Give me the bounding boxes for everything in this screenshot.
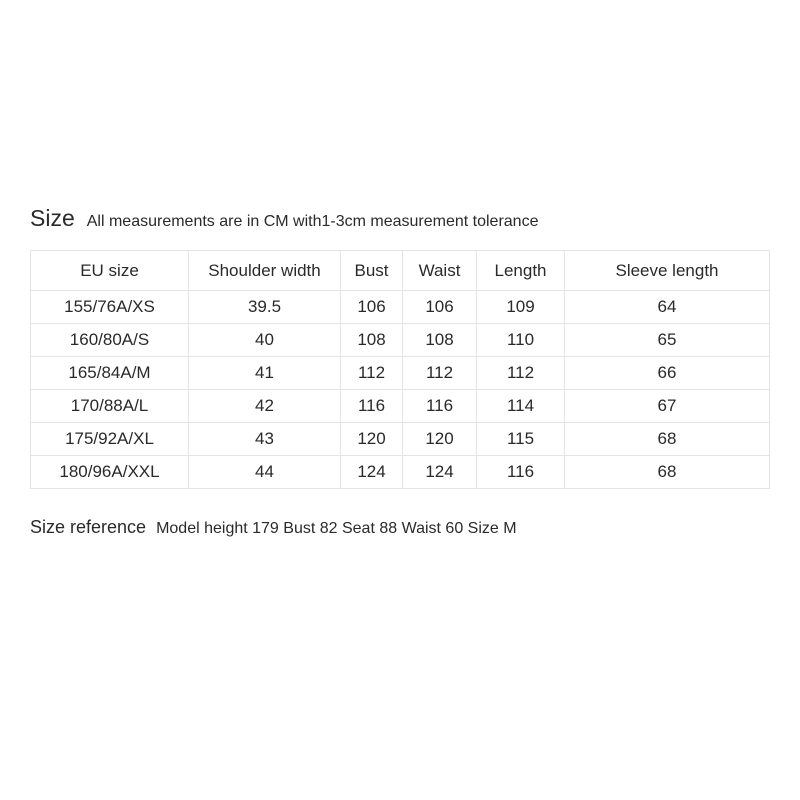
cell-length: 114: [477, 390, 565, 423]
size-reference-row: Size reference Model height 179 Bust 82 …: [30, 517, 770, 538]
cell-sleeve: 65: [565, 324, 770, 357]
table-row: 175/92A/XL 43 120 120 115 68: [31, 423, 770, 456]
cell-sleeve: 68: [565, 456, 770, 489]
cell-bust: 120: [341, 423, 403, 456]
cell-shoulder: 43: [189, 423, 341, 456]
table-row: 170/88A/L 42 116 116 114 67: [31, 390, 770, 423]
cell-sleeve: 64: [565, 291, 770, 324]
col-header-sleeve: Sleeve length: [565, 251, 770, 291]
cell-eu-size: 180/96A/XXL: [31, 456, 189, 489]
col-header-waist: Waist: [403, 251, 477, 291]
cell-eu-size: 165/84A/M: [31, 357, 189, 390]
cell-bust: 108: [341, 324, 403, 357]
cell-shoulder: 40: [189, 324, 341, 357]
col-header-bust: Bust: [341, 251, 403, 291]
cell-eu-size: 170/88A/L: [31, 390, 189, 423]
col-header-shoulder: Shoulder width: [189, 251, 341, 291]
table-body: 155/76A/XS 39.5 106 106 109 64 160/80A/S…: [31, 291, 770, 489]
table-row: 165/84A/M 41 112 112 112 66: [31, 357, 770, 390]
cell-length: 115: [477, 423, 565, 456]
col-header-eu-size: EU size: [31, 251, 189, 291]
col-header-length: Length: [477, 251, 565, 291]
cell-waist: 124: [403, 456, 477, 489]
cell-bust: 112: [341, 357, 403, 390]
table-row: 155/76A/XS 39.5 106 106 109 64: [31, 291, 770, 324]
cell-waist: 116: [403, 390, 477, 423]
cell-sleeve: 67: [565, 390, 770, 423]
size-subtitle: All measurements are in CM with1-3cm mea…: [87, 213, 539, 231]
cell-length: 116: [477, 456, 565, 489]
size-reference-text: Model height 179 Bust 82 Seat 88 Waist 6…: [156, 520, 517, 538]
cell-shoulder: 42: [189, 390, 341, 423]
cell-waist: 106: [403, 291, 477, 324]
cell-eu-size: 175/92A/XL: [31, 423, 189, 456]
table-header-row: EU size Shoulder width Bust Waist Length…: [31, 251, 770, 291]
size-reference-title: Size reference: [30, 517, 146, 538]
cell-shoulder: 44: [189, 456, 341, 489]
title-row: Size All measurements are in CM with1-3c…: [30, 205, 770, 232]
size-table: EU size Shoulder width Bust Waist Length…: [30, 250, 770, 489]
cell-bust: 124: [341, 456, 403, 489]
cell-shoulder: 41: [189, 357, 341, 390]
table-row: 160/80A/S 40 108 108 110 65: [31, 324, 770, 357]
table-row: 180/96A/XXL 44 124 124 116 68: [31, 456, 770, 489]
cell-bust: 106: [341, 291, 403, 324]
cell-shoulder: 39.5: [189, 291, 341, 324]
size-title: Size: [30, 205, 75, 232]
cell-eu-size: 160/80A/S: [31, 324, 189, 357]
cell-waist: 108: [403, 324, 477, 357]
cell-length: 112: [477, 357, 565, 390]
cell-sleeve: 68: [565, 423, 770, 456]
cell-sleeve: 66: [565, 357, 770, 390]
cell-length: 109: [477, 291, 565, 324]
cell-bust: 116: [341, 390, 403, 423]
size-chart-container: Size All measurements are in CM with1-3c…: [30, 205, 770, 538]
cell-waist: 120: [403, 423, 477, 456]
cell-eu-size: 155/76A/XS: [31, 291, 189, 324]
cell-length: 110: [477, 324, 565, 357]
cell-waist: 112: [403, 357, 477, 390]
